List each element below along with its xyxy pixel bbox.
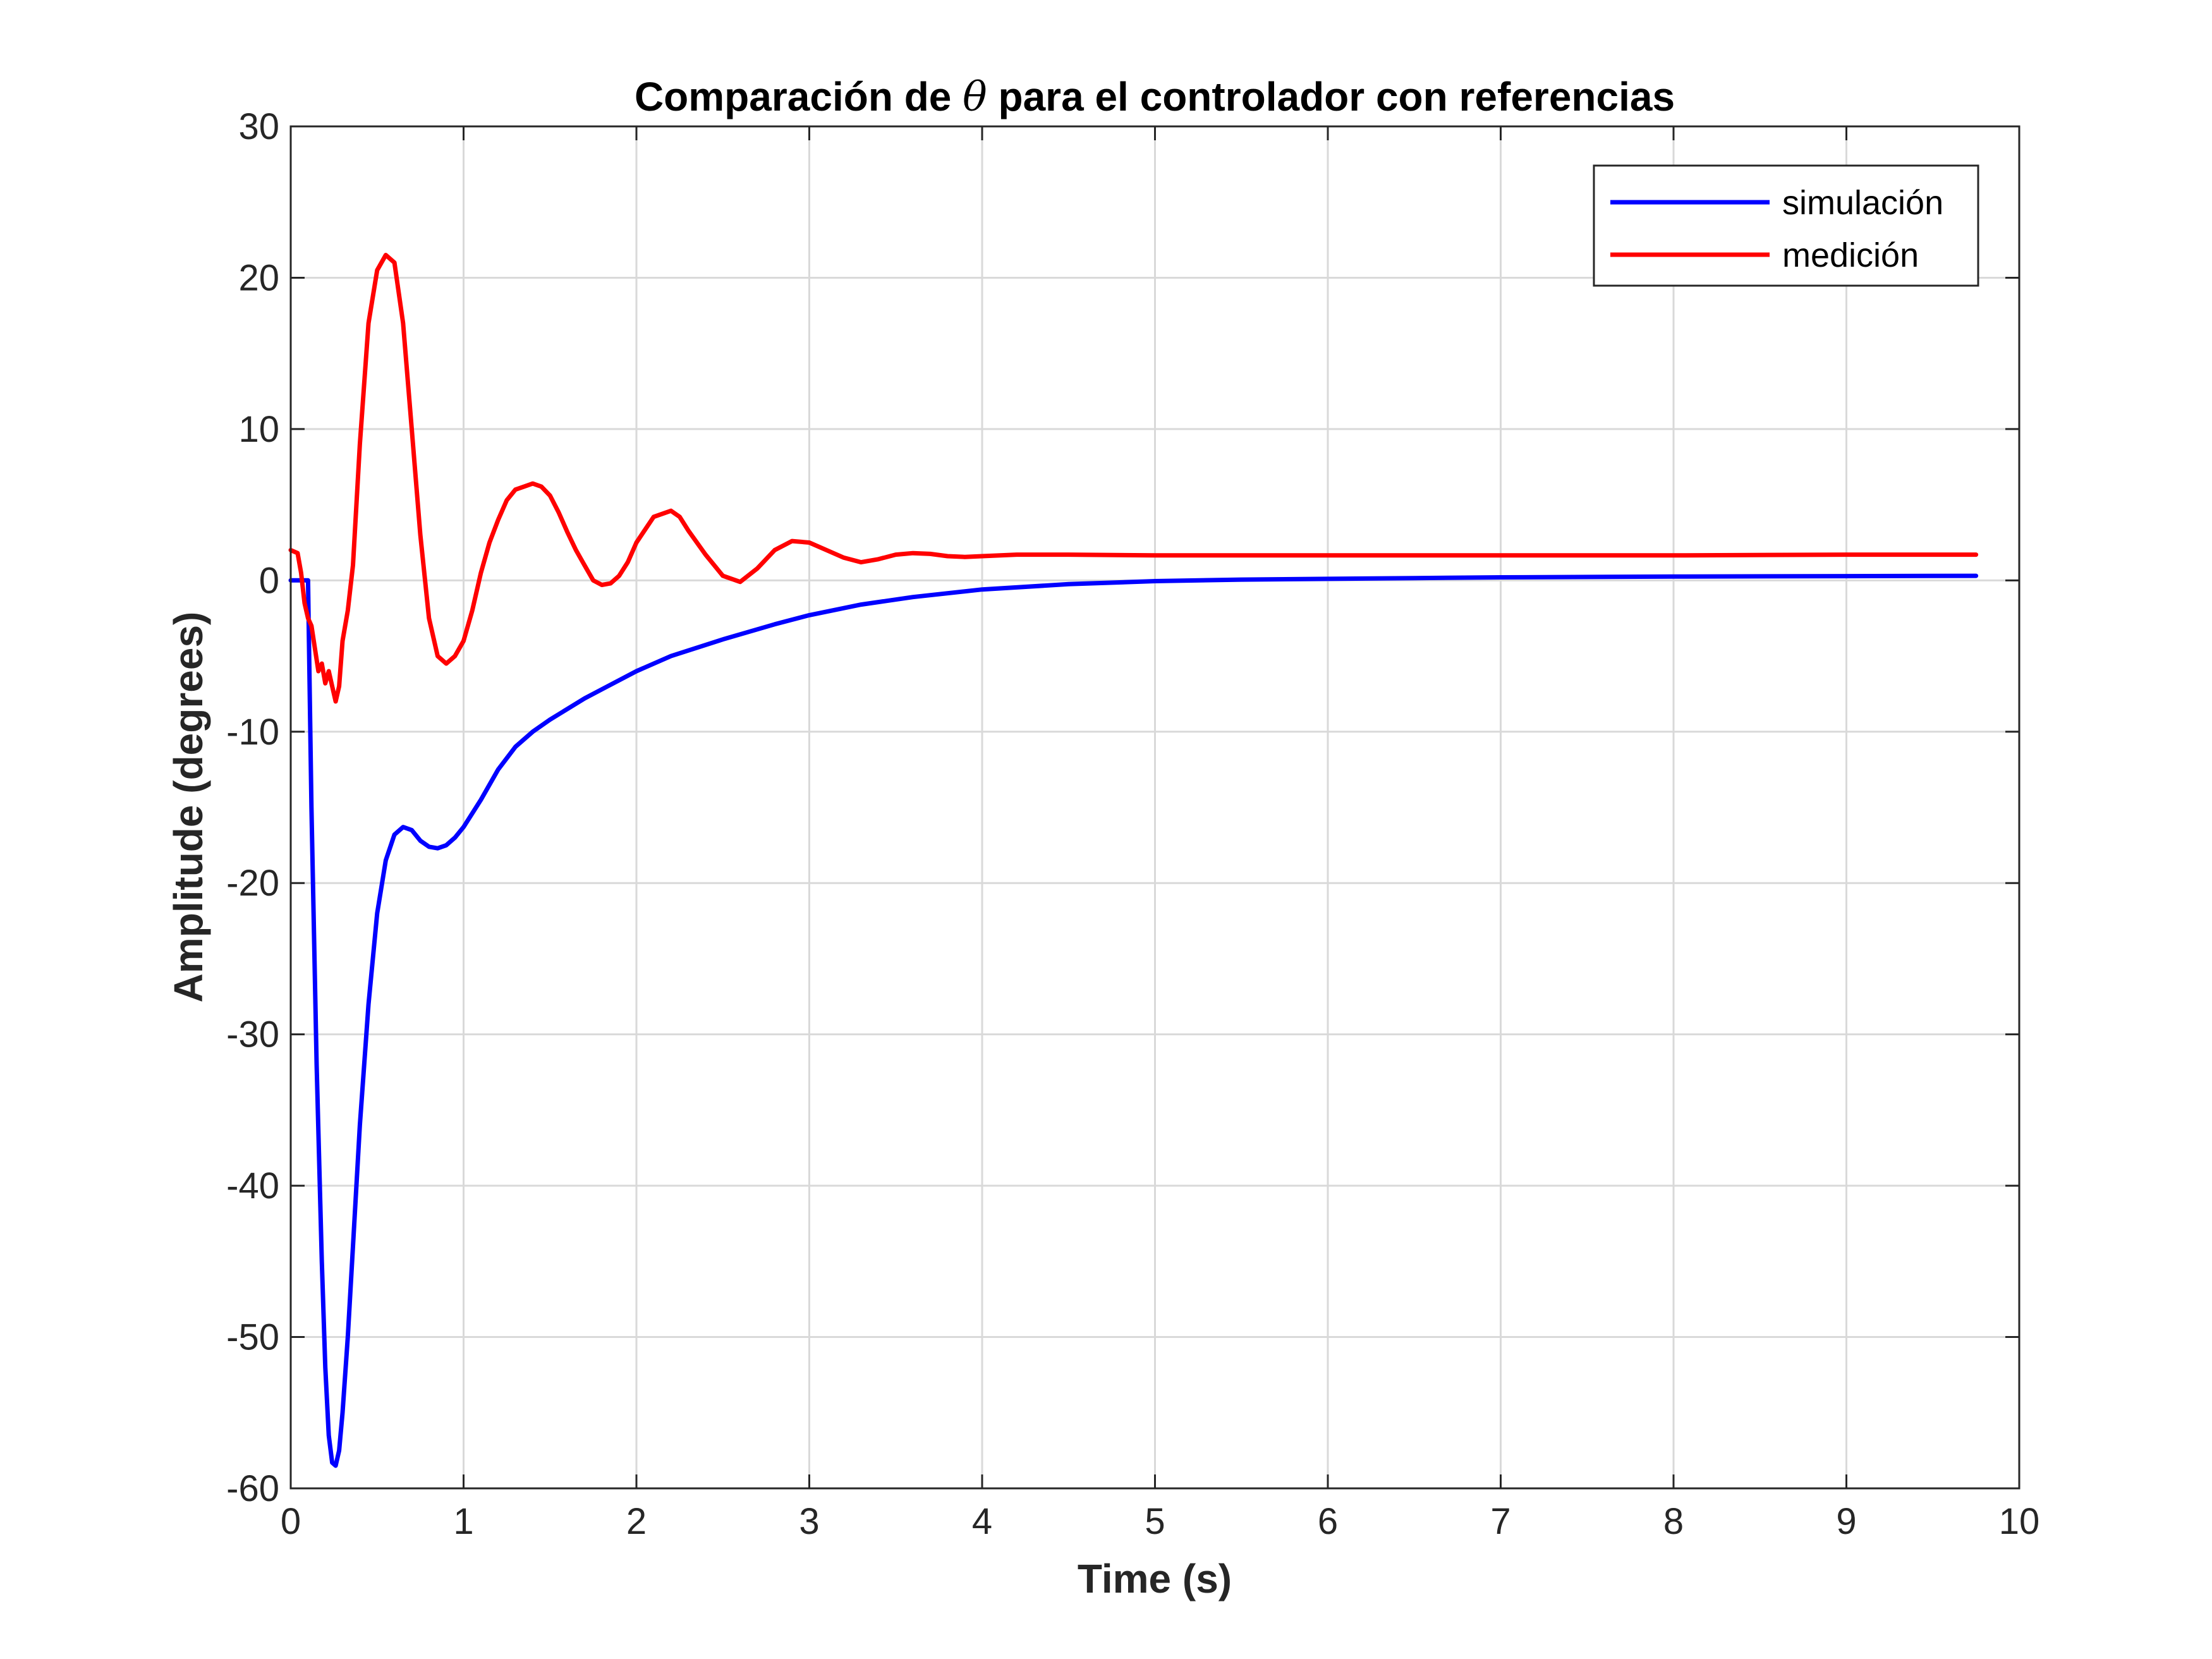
legend-box <box>1593 164 1979 287</box>
y-tick-label: -10 <box>226 712 279 753</box>
title-prefix: Comparación de <box>635 74 963 119</box>
y-tick-label: 10 <box>238 409 279 450</box>
title-theta-symbol: θ <box>963 74 987 121</box>
y-tick-labels: -60 -50 -40 -30 -20 -10 0 10 20 30 <box>226 106 279 1509</box>
title-suffix: para el controlador con referencias <box>987 74 1675 119</box>
x-axis-label: Time (s) <box>1078 1556 1232 1601</box>
y-tick-label: -40 <box>226 1165 279 1206</box>
legend-label-simulacion: simulación <box>1782 184 1943 222</box>
chart-title: Comparación de θ para el controlador con… <box>635 74 1675 121</box>
x-tick-labels: 0 1 2 3 4 5 6 7 8 9 10 <box>281 1501 2039 1542</box>
x-tick-label: 1 <box>453 1501 473 1542</box>
x-tick-label: 2 <box>626 1501 647 1542</box>
series-layer <box>288 253 1979 1468</box>
series-line-0 <box>288 573 1979 1468</box>
legend-label-medicion: medición <box>1782 236 1919 274</box>
x-tick-label: 7 <box>1490 1501 1510 1542</box>
y-tick-label: 0 <box>259 560 279 601</box>
x-tick-label: 4 <box>972 1501 992 1542</box>
y-tick-label: -50 <box>226 1317 279 1358</box>
x-tick-label: 9 <box>1836 1501 1856 1542</box>
plot-area-border <box>289 125 2021 1490</box>
x-tick-label: 5 <box>1145 1501 1165 1542</box>
x-tick-label: 10 <box>1999 1501 2040 1542</box>
y-tick-label: 20 <box>238 257 279 298</box>
x-tick-label: 6 <box>1318 1501 1338 1542</box>
y-tick-label: -60 <box>226 1468 279 1509</box>
series-line-1 <box>288 253 1979 704</box>
x-tick-label: 0 <box>281 1501 301 1542</box>
x-tick-label: 8 <box>1663 1501 1684 1542</box>
legend: simulación medición <box>1593 164 1979 287</box>
y-axis-label: Amplitude (degrees) <box>166 612 211 1003</box>
x-tick-label: 3 <box>799 1501 819 1542</box>
y-tick-label: -30 <box>226 1014 279 1055</box>
y-tick-label: -20 <box>226 863 279 904</box>
y-tick-label: 30 <box>238 106 279 147</box>
